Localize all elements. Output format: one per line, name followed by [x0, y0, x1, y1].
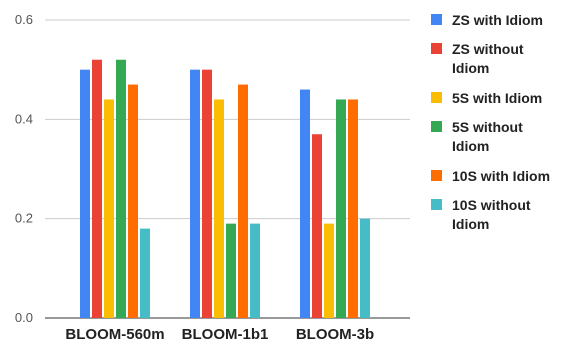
bar	[300, 89, 310, 319]
x-axis-categories: BLOOM-560m BLOOM-1b1 BLOOM-3b	[65, 326, 374, 343]
bar	[360, 218, 370, 318]
legend-label-line: 5S without	[452, 119, 523, 135]
legend-label: ZS without Idiom	[452, 41, 524, 76]
legend-label: 5S with Idiom	[452, 90, 542, 106]
y-tick-label: 0.4	[15, 111, 33, 126]
bar	[128, 84, 138, 318]
bar	[80, 69, 90, 319]
x-category-label: BLOOM-1b1	[182, 326, 269, 343]
legend-label: 10S without Idiom	[452, 197, 531, 232]
legend-label: 10S with Idiom	[452, 168, 550, 184]
legend-swatch	[431, 14, 442, 25]
bar	[214, 99, 224, 318]
bar	[104, 99, 114, 318]
legend-label-line: Idiom	[452, 216, 489, 232]
bar	[116, 59, 126, 318]
legend-label: ZS with Idiom	[452, 12, 543, 28]
bar	[336, 99, 346, 318]
y-tick-label: 0.2	[15, 211, 33, 226]
legend-swatch	[431, 92, 442, 103]
legend-label-line: Idiom	[452, 60, 489, 76]
legend-swatch	[431, 199, 442, 210]
legend: ZS with Idiom ZS without Idiom 5S with Idio…	[431, 12, 550, 232]
y-tick-label: 0.6	[15, 12, 33, 27]
bar	[312, 134, 322, 318]
legend-label-line: ZS with Idiom	[452, 12, 543, 28]
bar	[226, 223, 236, 318]
y-axis-ticks: 0.0 0.2 0.4 0.6	[15, 12, 33, 325]
bars	[80, 59, 370, 319]
legend-label-line: ZS without	[452, 41, 524, 57]
legend-swatch	[431, 170, 442, 181]
bar	[348, 99, 358, 318]
x-category-label: BLOOM-560m	[65, 326, 164, 343]
bar	[140, 228, 150, 318]
x-category-label: BLOOM-3b	[296, 326, 374, 343]
legend-swatch	[431, 43, 442, 54]
legend-label-line: Idiom	[452, 138, 489, 154]
bar	[202, 69, 212, 319]
bar	[190, 69, 200, 319]
bar	[324, 223, 334, 318]
bar	[238, 84, 248, 318]
y-tick-label: 0.0	[15, 310, 33, 325]
bar	[250, 223, 260, 318]
legend-label: 5S without Idiom	[452, 119, 523, 154]
bar	[92, 59, 102, 318]
legend-label-line: 10S without	[452, 197, 531, 213]
legend-label-line: 10S with Idiom	[452, 168, 550, 184]
legend-swatch	[431, 121, 442, 132]
legend-label-line: 5S with Idiom	[452, 90, 542, 106]
